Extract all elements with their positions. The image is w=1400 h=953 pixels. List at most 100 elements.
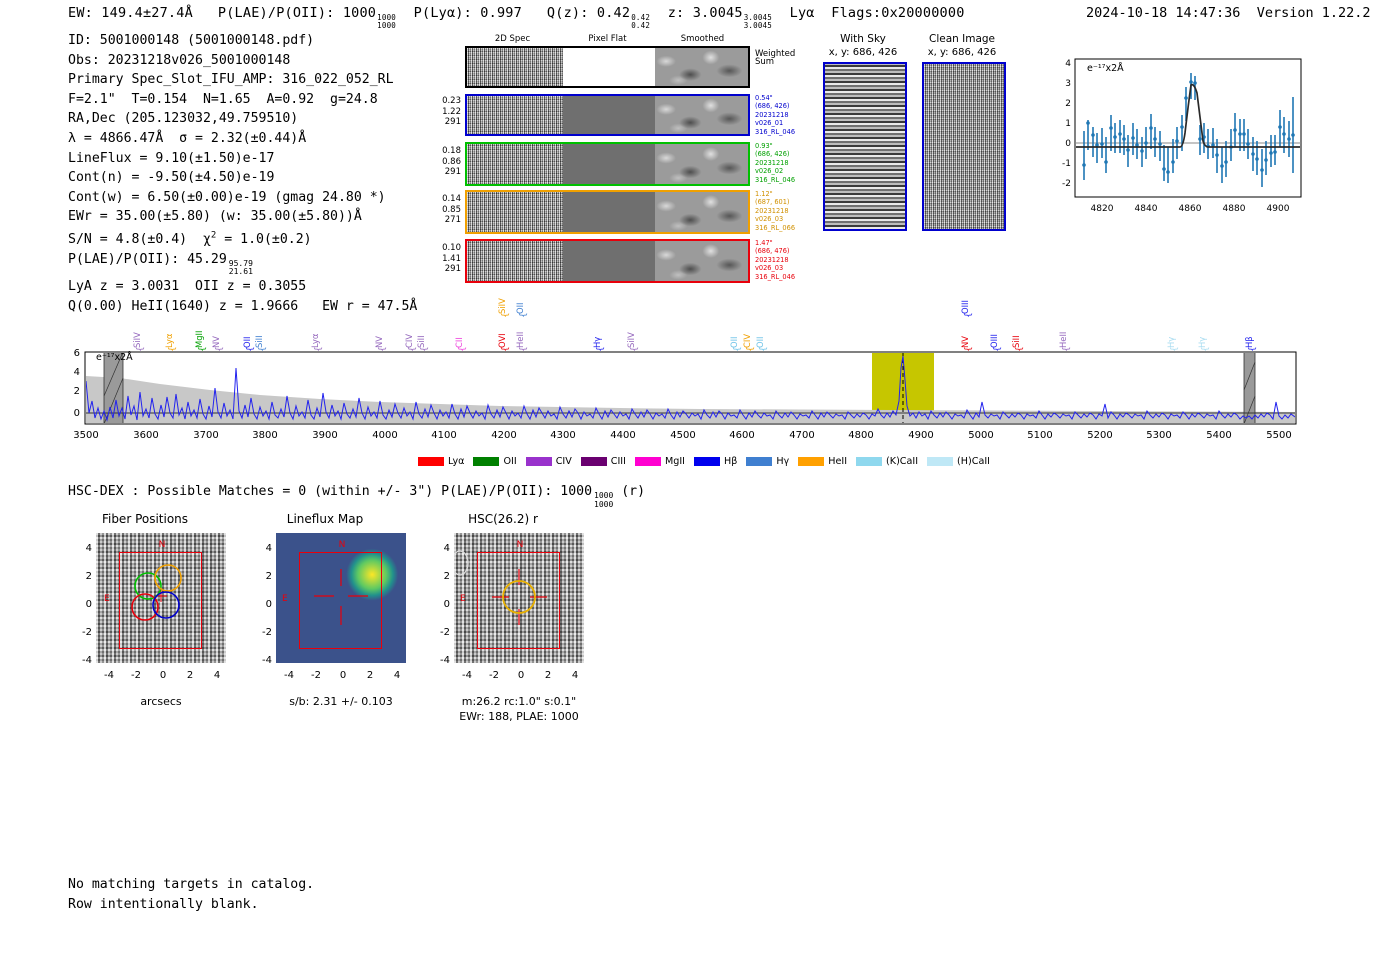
svg-text:-4: -4 (82, 655, 92, 666)
svg-text:HeII: HeII (1058, 332, 1068, 348)
svg-text:{: { (964, 346, 974, 352)
svg-text:0: 0 (1065, 139, 1071, 149)
spec2d-r0-2dspec (467, 96, 563, 134)
svg-text:OIII: OIII (989, 334, 999, 348)
svg-text:4000: 4000 (372, 430, 397, 441)
spec2d-row-1-leftnums: 0.18 0.86 291 (442, 146, 461, 177)
header-line: Lyα (789, 5, 815, 21)
svg-text:1: 1 (1065, 119, 1071, 129)
compass-e-label: E (460, 594, 466, 604)
header-plya: P(Lyα): 0.997 (413, 5, 522, 21)
svg-text:{: { (378, 346, 388, 352)
cutout-0-coords: x, y: 686, 426 (828, 47, 898, 58)
info-radec: RA,Dec (205.123032,49.759510) (68, 111, 299, 127)
header-qz-range: 0.42 0.42 (631, 13, 651, 30)
svg-text:2: 2 (1065, 99, 1071, 109)
fiber-positions-overlay: N E (104, 540, 182, 621)
spec2d-ws-smoothed (655, 48, 748, 86)
svg-text:Lyα: Lyα (310, 333, 320, 348)
spec2d-row-2-note: 1.12" (687, 601) 20231218 v026_03 316_RL_0… (755, 190, 796, 232)
info-ewr: EWr = 35.00(±5.80) (w: 35.00(±5.80))Å (68, 209, 362, 225)
svg-text:5100: 5100 (1027, 430, 1052, 441)
legend-swatch-hbeta (694, 457, 720, 466)
svg-text:0: 0 (74, 408, 80, 419)
legend-swatch-kcaii (856, 457, 883, 466)
cutout-with-sky-image (823, 62, 907, 231)
info-redshifts: LyA z = 3.0031 OII z = 0.3055 (68, 278, 307, 294)
svg-text:{: { (1015, 346, 1025, 352)
footer-notes: No matching targets in catalog. Row inte… (68, 875, 314, 914)
svg-text:{: { (630, 346, 640, 352)
svg-text:{: { (198, 346, 208, 352)
svg-text:0: 0 (444, 599, 450, 610)
svg-text:4400: 4400 (610, 430, 635, 441)
svg-text:SiIV: SiIV (497, 298, 507, 314)
full-spectrum-units: e⁻¹⁷x2Å (96, 352, 133, 363)
legend-item-hbeta: Hβ (694, 456, 737, 467)
compass-n-label: N (159, 540, 166, 550)
svg-text:Hγ: Hγ (1166, 337, 1176, 348)
svg-text:OVI: OVI (497, 333, 507, 348)
svg-text:-2: -2 (262, 627, 272, 638)
svg-text:4840: 4840 (1135, 204, 1158, 214)
spec2d-col-smoothed: Smoothed (680, 34, 725, 44)
svg-text:2: 2 (545, 670, 551, 681)
spec2d-r2-2dspec (467, 192, 563, 232)
spec2d-col-pixelflat: Pixel Flat (588, 34, 627, 44)
spec2d-row-0 (465, 94, 750, 136)
svg-text:{: { (258, 346, 268, 352)
svg-text:{: { (733, 346, 743, 352)
svg-text:{: { (519, 346, 529, 352)
svg-text:5500: 5500 (1266, 430, 1291, 441)
svg-text:-4: -4 (262, 655, 272, 666)
legend-swatch-heii (798, 457, 825, 466)
spec2d-r3-pixelflat (562, 241, 656, 281)
compass-n-label: N (517, 540, 524, 550)
lineflux-map-fov-box (299, 552, 382, 649)
legend-item-mgii: MgII (634, 456, 685, 467)
svg-text:{: { (1201, 346, 1211, 352)
compass-n-label: N (339, 540, 346, 550)
header-z: z: 3.0045 (667, 5, 743, 21)
svg-text:{: { (964, 312, 974, 318)
lineflux-map-xlabel: s/b: 2.31 +/- 0.103 (289, 695, 393, 708)
svg-text:5400: 5400 (1206, 430, 1231, 441)
svg-text:{: { (458, 346, 468, 352)
svg-text:4: 4 (1065, 59, 1071, 69)
hsc-r-sublabel: EWr: 188, PLAE: 1000 (459, 710, 579, 723)
svg-text:SiII: SiII (416, 335, 426, 348)
svg-text:2: 2 (444, 571, 450, 582)
svg-text:{: { (168, 346, 178, 352)
svg-text:-2: -2 (1062, 179, 1071, 189)
header-flags: Flags:0x20000000 (831, 5, 965, 21)
fiber-positions-panel: N E 4 2 0 -2 -4 -4 -2 0 2 4 arcsecs (68, 533, 228, 708)
legend-item-lya: Lyα (418, 456, 464, 467)
fiber-positions-fov-box (119, 552, 202, 649)
svg-text:SiII: SiII (1011, 335, 1021, 348)
svg-text:4100: 4100 (431, 430, 456, 441)
svg-text:NV: NV (960, 336, 970, 348)
svg-text:4: 4 (266, 543, 272, 554)
info-obs: Obs: 20231218v026_5001000148 (68, 52, 291, 68)
spec2d-row-1 (465, 142, 750, 186)
svg-text:0: 0 (86, 599, 92, 610)
legend-item-hcaii: (H)CaII (927, 456, 990, 467)
svg-text:4: 4 (572, 670, 578, 681)
svg-text:OII: OII (242, 336, 252, 348)
svg-text:{: { (519, 312, 529, 318)
svg-text:2: 2 (187, 670, 193, 681)
spec2d-r2-smoothed (655, 192, 748, 232)
spec2d-r1-2dspec (467, 144, 563, 184)
legend-swatch-oii (473, 457, 500, 466)
hsc-r-xlabel: m:26.2 rc:1.0" s:0.1" (461, 695, 577, 708)
footer-line-2: Row intentionally blank. (68, 896, 259, 912)
svg-text:4: 4 (444, 543, 450, 554)
info-lambda-sigma: λ = 4866.47Å σ = 2.32(±0.44)Å (68, 130, 307, 146)
spec2d-panel: 2D Spec Pixel Flat Smoothed Weighted Sum… (425, 34, 795, 283)
svg-text:3500: 3500 (73, 430, 98, 441)
svg-text:2: 2 (266, 571, 272, 582)
svg-text:4: 4 (214, 670, 220, 681)
svg-text:-1: -1 (1062, 159, 1071, 169)
full-spectrum-chart: SiIV Lyα MgII NV OII SiII Lyα NV CIV SiI… (0, 268, 1400, 468)
svg-text:-2: -2 (131, 670, 141, 681)
